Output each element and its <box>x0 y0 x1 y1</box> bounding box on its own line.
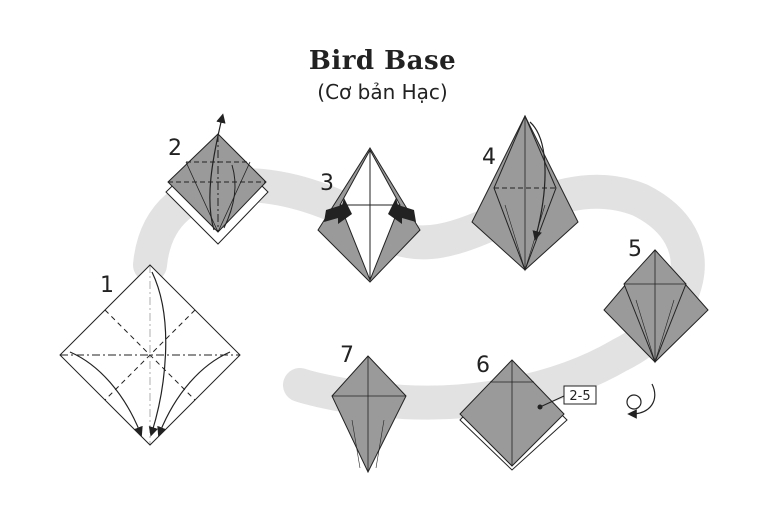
fold-arrow-icon <box>69 351 143 437</box>
step-number-6: 6 <box>476 353 490 378</box>
step-4-diagram <box>471 114 579 272</box>
step-1-diagram <box>59 264 241 446</box>
push-arrow-icon <box>324 198 352 224</box>
step-number-7: 7 <box>340 343 354 368</box>
fold-arrow-icon <box>209 113 226 231</box>
fold-arrow-icon <box>148 271 167 437</box>
step-6-diagram <box>459 359 568 471</box>
diagram-title: Bird Base <box>308 46 457 76</box>
step-number-5: 5 <box>628 237 642 262</box>
step-2-diagram <box>165 113 269 245</box>
step-number-2: 2 <box>168 136 182 161</box>
step-3-diagram <box>317 147 421 283</box>
step-number-4: 4 <box>482 145 496 170</box>
push-arrow-icon <box>388 198 416 224</box>
step-number-3: 3 <box>320 171 334 196</box>
step-7-diagram <box>331 355 407 474</box>
diagram-subtitle: (Cơ bản Hạc) <box>317 80 448 104</box>
callout-label: 2-5 <box>569 389 590 404</box>
step-number-1: 1 <box>100 273 114 298</box>
fold-arrow-icon <box>529 121 546 241</box>
turn-over-icon <box>626 383 656 419</box>
fold-arrow-icon <box>157 351 231 437</box>
step-6-callout: 2-5 <box>563 385 597 405</box>
step-5-diagram <box>603 249 709 364</box>
sequence-path-band <box>133 168 705 420</box>
